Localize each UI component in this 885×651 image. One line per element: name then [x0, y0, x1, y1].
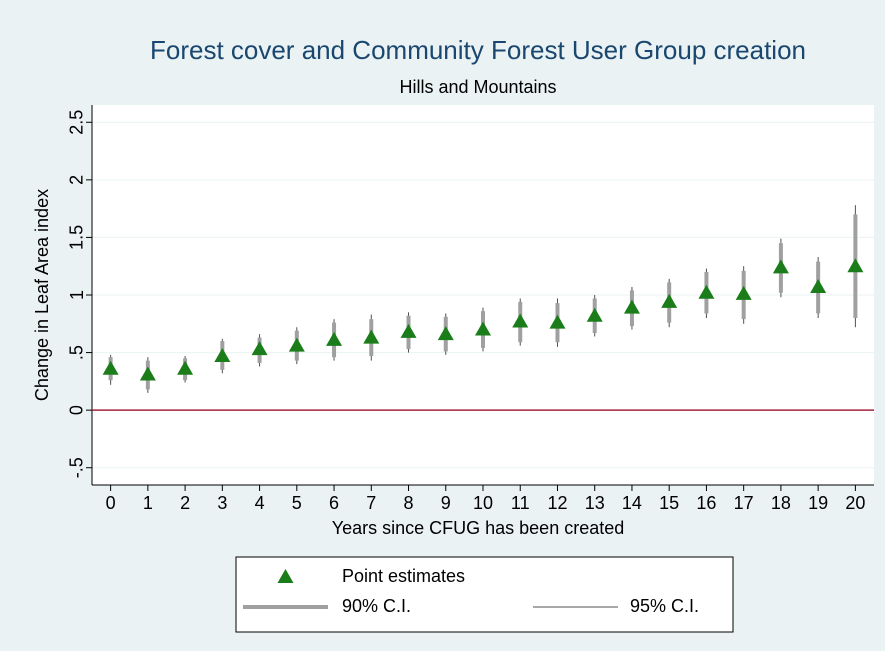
point-marker	[623, 299, 640, 314]
legend-label: 90% C.I.	[342, 596, 411, 616]
x-tick-label: 19	[808, 493, 828, 513]
point-marker	[326, 331, 343, 346]
y-tick-label: 1	[67, 290, 87, 300]
y-tick-label: 0	[67, 405, 87, 415]
x-tick-label: 11	[511, 493, 530, 513]
x-tick-label: 16	[696, 493, 716, 513]
x-axis-title: Years since CFUG has been created	[332, 518, 625, 538]
y-tick-label: -.5	[67, 457, 87, 478]
legend-label: 95% C.I.	[630, 596, 699, 616]
point-marker	[214, 348, 231, 363]
point-marker	[772, 259, 789, 274]
point-marker	[177, 360, 194, 375]
point-marker	[139, 366, 156, 381]
x-tick-label: 18	[771, 493, 791, 513]
legend-marker	[277, 569, 294, 583]
x-tick-label: 7	[366, 493, 376, 513]
point-marker	[288, 337, 305, 352]
x-tick-label: 12	[547, 493, 567, 513]
x-tick-label: 8	[404, 493, 414, 513]
point-marker	[549, 314, 566, 329]
x-tick-label: 1	[143, 493, 153, 513]
y-tick-label: 2	[67, 175, 87, 185]
point-marker	[735, 285, 752, 300]
x-tick-label: 13	[585, 493, 605, 513]
x-tick-label: 6	[329, 493, 339, 513]
x-tick-label: 2	[180, 493, 190, 513]
y-tick-label: 1.5	[67, 225, 87, 250]
legend	[235, 556, 734, 633]
point-marker	[512, 313, 529, 328]
x-tick-label: 17	[734, 493, 754, 513]
point-marker	[363, 329, 380, 344]
point-marker	[847, 258, 864, 273]
y-tick-label: .5	[67, 345, 87, 360]
x-tick-label: 14	[622, 493, 642, 513]
point-marker	[661, 293, 678, 308]
x-tick-label: 9	[441, 493, 451, 513]
point-marker	[102, 360, 119, 375]
point-marker	[810, 278, 827, 293]
chart-subtitle: Hills and Mountains	[399, 77, 556, 97]
legend-label: Point estimates	[342, 566, 465, 586]
point-marker	[251, 341, 268, 356]
y-axis-title: Change in Leaf Area index	[32, 189, 52, 401]
x-tick-label: 3	[217, 493, 227, 513]
x-tick-label: 5	[292, 493, 302, 513]
point-marker	[437, 326, 454, 341]
chart-title: Forest cover and Community Forest User G…	[150, 35, 806, 65]
point-marker	[698, 284, 715, 299]
x-tick-label: 15	[659, 493, 679, 513]
y-tick-label: 2.5	[67, 110, 87, 135]
point-marker	[475, 321, 491, 336]
x-tick-label: 20	[845, 493, 865, 513]
x-tick-label: 0	[106, 493, 116, 513]
point-marker	[586, 307, 603, 322]
x-tick-label: 10	[473, 493, 493, 513]
point-marker	[400, 323, 417, 338]
x-tick-label: 4	[255, 493, 265, 513]
